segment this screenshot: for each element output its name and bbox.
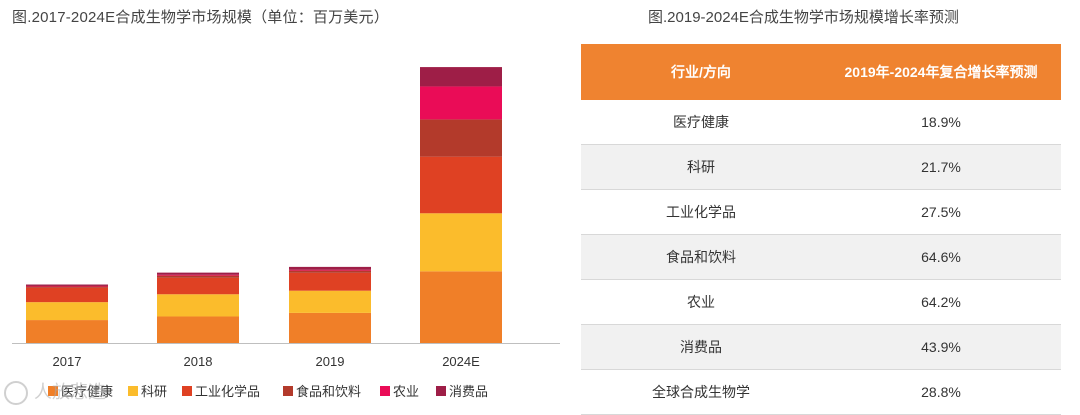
row-cagr: 43.9% [821, 324, 1061, 370]
table-row: 医疗健康 18.9% [581, 100, 1061, 145]
bar-segment-2024E-科研 [420, 213, 502, 272]
row-cagr: 64.6% [821, 234, 1061, 280]
row-cagr: 21.7% [821, 144, 1061, 190]
bar-segment-2024E-消费品 [420, 67, 502, 87]
x-tick-label: 2024E [442, 354, 480, 369]
row-industry: 工业化学品 [581, 189, 821, 235]
watermark-logo-icon [4, 381, 28, 406]
bar-segment-2019-科研 [289, 290, 371, 313]
legend-item: 农业 [380, 384, 419, 399]
legend-swatch [283, 386, 293, 396]
legend-item: 科研 [128, 384, 167, 399]
table-row: 科研 21.7% [581, 144, 1061, 190]
table-header-row: 行业/方向 2019年-2024年复合增长率预测 [581, 44, 1061, 100]
bar-segment-2024E-农业 [420, 86, 502, 120]
legend-item: 食品和饮料 [283, 384, 361, 399]
row-industry: 食品和饮料 [581, 234, 821, 280]
watermark-text: 人放悲造 [34, 382, 106, 402]
bar-segment-2024E-工业化学品 [420, 156, 502, 214]
bar-segment-2018-农业 [157, 274, 239, 276]
row-industry: 医疗健康 [581, 100, 821, 145]
bar-segment-2018-工业化学品 [157, 277, 239, 295]
table-header-industry: 行业/方向 [581, 44, 821, 100]
bar-segment-2018-科研 [157, 294, 239, 317]
bar-segment-2019-医疗健康 [289, 312, 371, 343]
bar-segment-2019-消费品 [289, 266, 371, 270]
table-title: 图.2019-2024E合成生物学市场规模增长率预测 [648, 9, 959, 26]
row-cagr: 64.2% [821, 279, 1061, 325]
bar-segment-2017-消费品 [26, 284, 108, 286]
row-cagr: 28.8% [821, 369, 1061, 415]
legend-label: 消费品 [449, 384, 488, 399]
row-industry: 全球合成生物学 [581, 369, 821, 415]
row-industry: 消费品 [581, 324, 821, 370]
table-header-cagr: 2019年-2024年复合增长率预测 [821, 44, 1061, 100]
x-tick-label: 2019 [316, 354, 345, 369]
x-tick-label: 2017 [53, 354, 82, 369]
row-industry: 科研 [581, 144, 821, 190]
cagr-table: 行业/方向 2019年-2024年复合增长率预测 医疗健康 18.9% 科研 2… [581, 44, 1061, 415]
table-row: 消费品 43.9% [581, 324, 1061, 370]
legend-label: 农业 [393, 384, 419, 399]
bar-segment-2017-农业 [26, 285, 108, 287]
legend-label: 工业化学品 [195, 384, 260, 399]
bar-segment-2019-食品和饮料 [289, 270, 371, 273]
bar-segment-2018-食品和饮料 [157, 275, 239, 278]
legend-swatch [128, 386, 138, 396]
table-row: 全球合成生物学 28.8% [581, 369, 1061, 415]
bar-segment-2024E-医疗健康 [420, 271, 502, 343]
bar-segment-2017-医疗健康 [26, 320, 108, 343]
watermark: 人放悲造 [4, 378, 106, 406]
legend-swatch [182, 386, 192, 396]
table-row: 食品和饮料 64.6% [581, 234, 1061, 280]
row-cagr: 18.9% [821, 100, 1061, 145]
legend-label: 科研 [141, 384, 167, 399]
chart-title: 图.2017-2024E合成生物学市场规模（单位：百万美元） [12, 9, 389, 26]
legend-swatch [436, 386, 446, 396]
bar-segment-2018-消费品 [157, 272, 239, 275]
x-tick-label: 2018 [184, 354, 213, 369]
bar-segment-2019-农业 [289, 269, 371, 271]
table-row: 农业 64.2% [581, 279, 1061, 325]
legend-label: 食品和饮料 [296, 384, 361, 399]
legend-item: 医疗健康 [48, 384, 113, 399]
legend-item: 工业化学品 [182, 384, 260, 399]
row-industry: 农业 [581, 279, 821, 325]
legend-swatch [380, 386, 390, 396]
stacked-bar-chart: 2017 2018 2019 2024E 医疗健康 科研 工业化学品 食品和饮料 农业 消费品 [12, 67, 560, 399]
bar-segment-2017-科研 [26, 302, 108, 321]
bar-segment-2019-工业化学品 [289, 272, 371, 291]
legend-swatch [48, 386, 58, 396]
bar-segment-2017-工业化学品 [26, 287, 108, 303]
table-row: 工业化学品 27.5% [581, 189, 1061, 235]
bar-segment-2017-食品和饮料 [26, 286, 108, 288]
row-cagr: 27.5% [821, 189, 1061, 235]
legend-label: 医疗健康 [61, 384, 113, 399]
bar-segment-2018-医疗健康 [157, 316, 239, 343]
bar-segment-2024E-食品和饮料 [420, 119, 502, 157]
legend-item: 消费品 [436, 384, 488, 399]
